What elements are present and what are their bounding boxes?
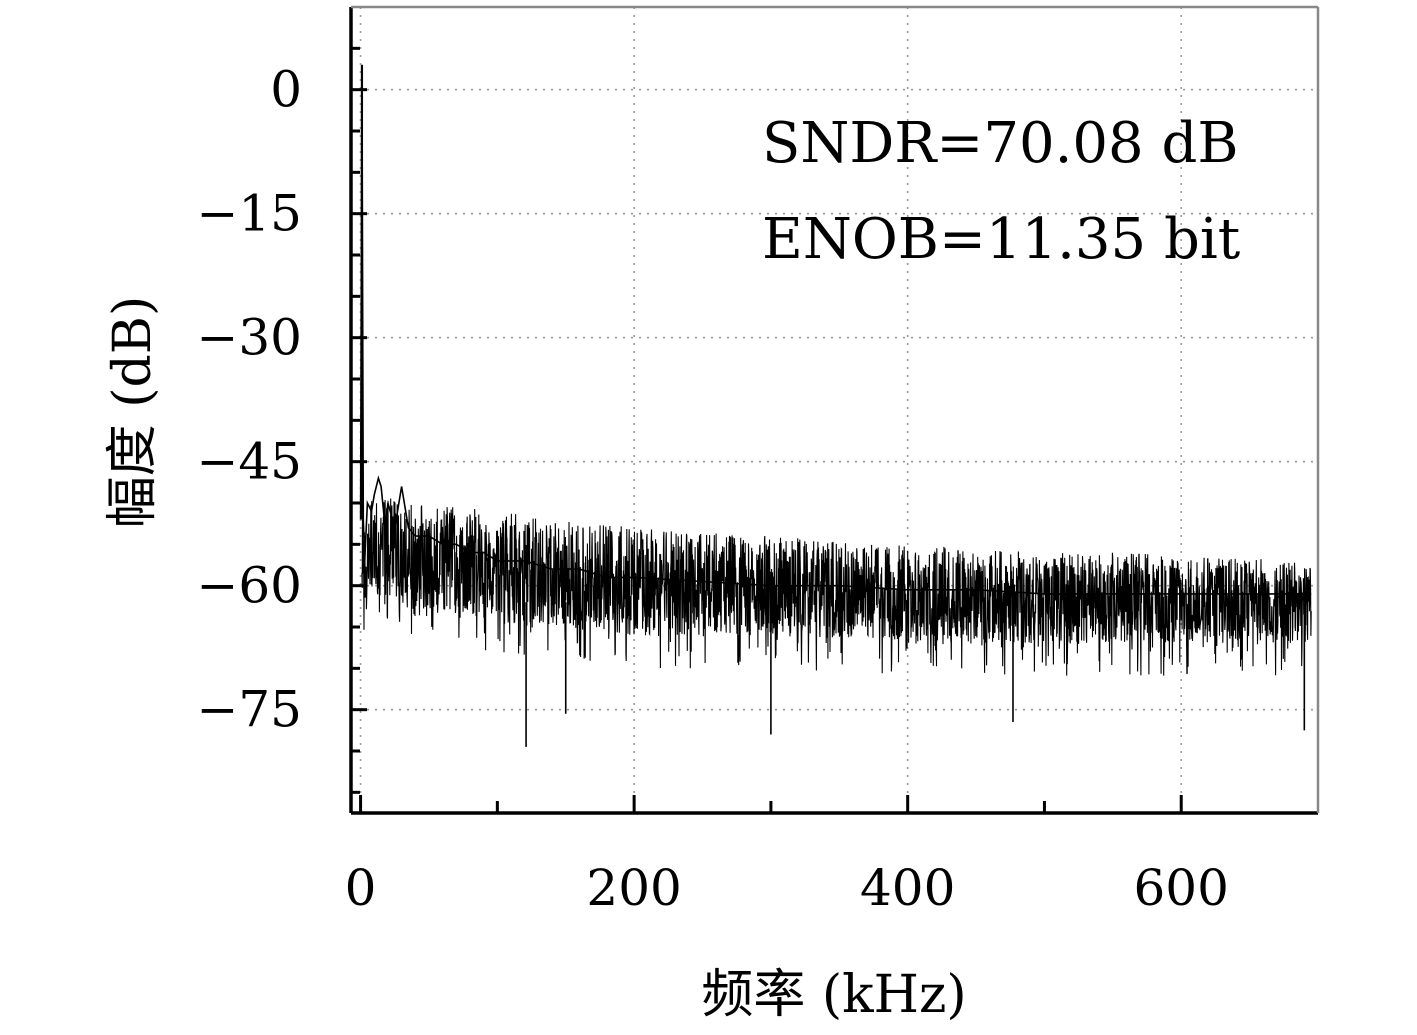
y-tick-label-4: −60 [196, 557, 302, 615]
x-tick-label-3: 600 [1134, 859, 1229, 917]
noise-trace [361, 498, 1312, 676]
annotation-sndr: SNDR=70.08 dB [762, 111, 1238, 176]
annotation-enob: ENOB=11.35 bit [762, 207, 1241, 272]
y-tick-label-2: −30 [196, 309, 302, 367]
x-tick-label-1: 200 [586, 859, 681, 917]
x-tick-label-2: 400 [860, 859, 955, 917]
series-layer [359, 64, 1312, 747]
tick-marks [351, 46, 1183, 813]
x-axis-title: 频率 (kHz) [701, 965, 966, 1025]
x-tick-label-0: 0 [345, 859, 377, 917]
y-tick-label-5: −75 [196, 681, 302, 739]
axes [349, 5, 1320, 815]
y-axis-title: 幅度 (dB) [103, 296, 163, 529]
y-tick-label-0: 0 [270, 61, 302, 119]
spectrum-line [359, 64, 1312, 595]
tick-labels: 0 200 400 600 0 −15 −30 −45 −60 −75 [196, 61, 1228, 917]
y-tick-label-3: −45 [196, 433, 302, 491]
y-tick-label-1: −15 [196, 185, 302, 243]
